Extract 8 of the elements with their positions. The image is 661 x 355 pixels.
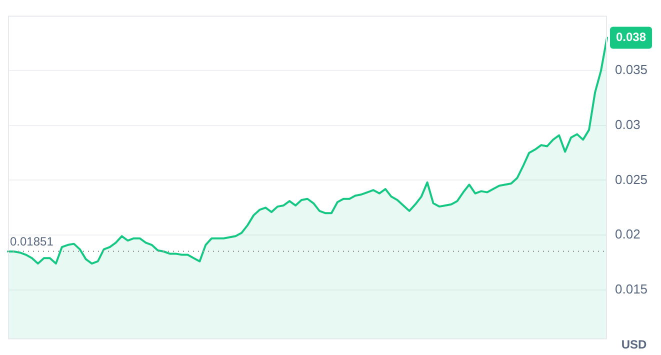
y-tick-label: 0.025 <box>615 172 648 187</box>
annotation: 0.038 <box>616 30 646 44</box>
y-tick-label: 0.03 <box>615 117 640 132</box>
y-tick-label: 0.02 <box>615 226 640 242</box>
y-tick-label: 0.035 <box>615 62 648 78</box>
y-tick-label: 0.015 <box>615 281 648 296</box>
y-axis-title: USD <box>621 337 647 352</box>
ref-line-label: 0.01851 <box>10 234 54 249</box>
